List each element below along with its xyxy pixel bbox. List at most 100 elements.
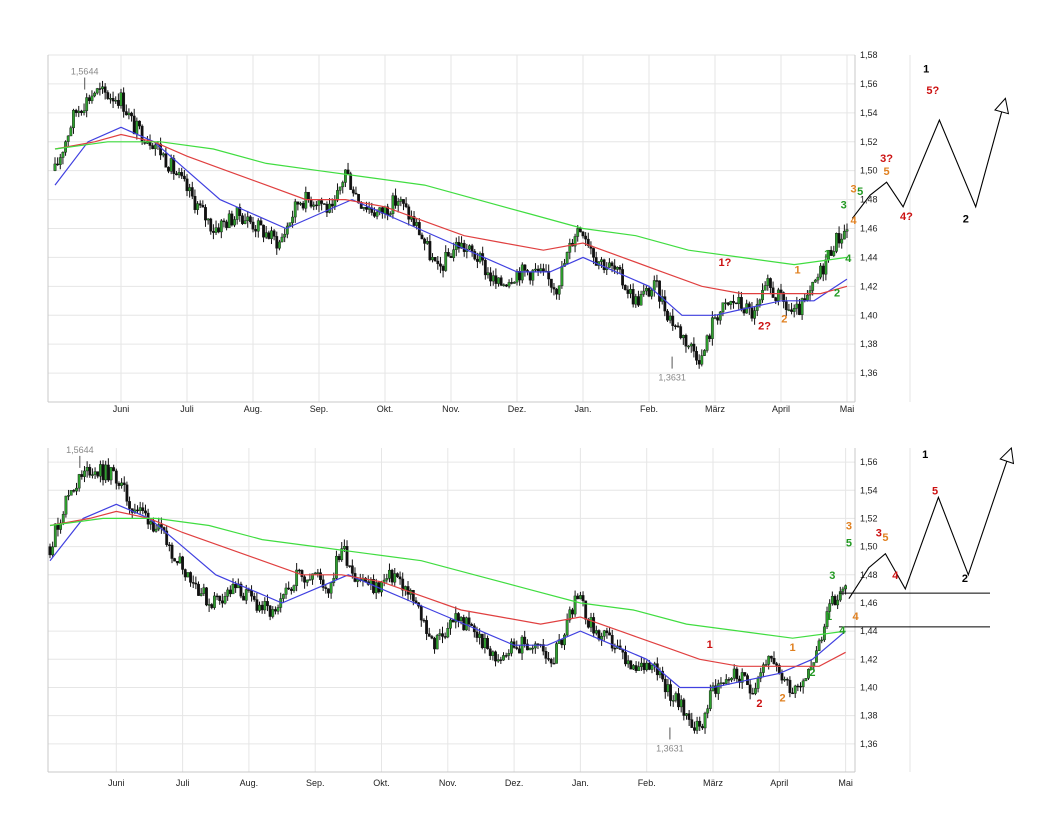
wave-label: 2 — [834, 287, 840, 299]
x-tick-label: April — [772, 404, 790, 414]
y-tick-label: 1,54 — [860, 485, 878, 495]
candle-body — [116, 100, 120, 106]
candle-body — [122, 482, 126, 486]
candle-body — [464, 617, 468, 631]
candle-body — [761, 664, 765, 673]
candle-body — [452, 249, 456, 258]
candle-body — [399, 199, 403, 202]
candle-body — [837, 233, 841, 244]
candle-body — [414, 600, 418, 603]
candle-body — [796, 685, 800, 688]
extreme-label: 1,5644 — [71, 67, 99, 77]
candle-body — [525, 643, 529, 651]
candle-body — [764, 664, 768, 666]
candle-body — [647, 288, 651, 297]
candle-body — [324, 587, 328, 589]
candle-body — [779, 289, 783, 293]
candle-body — [267, 232, 271, 239]
candle-body — [605, 630, 609, 633]
candle-body — [169, 158, 173, 172]
candle-body — [404, 203, 408, 208]
x-tick-label: Juni — [113, 404, 130, 414]
candle-body — [836, 599, 840, 606]
candle-body — [77, 110, 81, 113]
candle-body — [69, 127, 73, 137]
wave-label: 3 — [851, 183, 857, 195]
candle-body — [494, 651, 497, 662]
candle-body — [272, 230, 276, 237]
x-tick-label: Jan. — [572, 778, 589, 788]
x-tick-label: Juli — [180, 404, 194, 414]
candle-body — [226, 589, 230, 597]
candle-body — [234, 584, 238, 589]
candle-body — [394, 195, 397, 206]
candle-body — [292, 585, 296, 591]
candle-body — [219, 220, 223, 233]
candle-body — [776, 289, 780, 301]
candle-body — [833, 596, 837, 606]
series-line-ma-short — [54, 126, 848, 316]
candle-body — [713, 317, 717, 319]
candle-body — [288, 222, 292, 227]
candle-body — [478, 633, 482, 638]
candle-body — [396, 573, 399, 577]
candle-body — [197, 583, 200, 596]
candle-body — [182, 175, 186, 180]
wave-label: 1? — [718, 257, 731, 269]
candle-body — [103, 86, 107, 93]
candle-body — [263, 601, 267, 611]
y-tick-label: 1,44 — [860, 626, 878, 636]
candle-body — [64, 495, 68, 515]
candle-body — [411, 590, 415, 601]
candle-body — [128, 501, 131, 509]
candle-body — [85, 97, 89, 111]
wave-label: 2 — [780, 693, 786, 705]
candle-body — [188, 187, 192, 192]
candle-body — [365, 207, 368, 210]
candle-body — [231, 584, 235, 595]
lower-chart: 1,56 1,54 1,52 1,50 1,48 1,46 1,44 1,42 1,40 1,38… — [47, 445, 1015, 788]
candle-body — [642, 290, 646, 295]
candle-body — [301, 202, 305, 209]
wave-label: 1 — [923, 63, 929, 75]
candle-body — [462, 242, 466, 252]
candle-body — [721, 302, 725, 313]
candle-body — [531, 269, 535, 281]
candle-body — [573, 236, 577, 247]
series-line-ma-mid — [49, 510, 846, 667]
y-tick-label: 1,50 — [860, 166, 878, 176]
candle-body — [674, 693, 678, 701]
candle-body — [626, 289, 630, 294]
candle-body — [555, 288, 559, 295]
candle-body — [217, 227, 221, 233]
candle-body — [647, 662, 651, 670]
candle-body — [170, 544, 174, 559]
candle-body — [305, 579, 309, 583]
y-tick-label: 1,56 — [860, 79, 878, 89]
wave-label: 1 — [707, 639, 713, 651]
x-tick-label: Juni — [108, 778, 125, 788]
candle-body — [262, 224, 265, 238]
candle-body — [309, 199, 313, 207]
y-tick-label: 1,42 — [860, 281, 878, 291]
candle-body — [193, 195, 197, 210]
candle-body — [428, 241, 432, 261]
candle-body — [700, 726, 704, 729]
candle-body — [730, 677, 733, 681]
x-tick-label: Aug. — [244, 404, 263, 414]
candle-body — [425, 620, 428, 634]
candle-body — [790, 309, 793, 312]
candle-body — [542, 268, 545, 272]
candle-body — [586, 238, 590, 246]
candle-body — [631, 289, 635, 305]
candle-body — [141, 507, 145, 512]
candle-body — [724, 302, 727, 304]
series-line-ma-long — [54, 141, 848, 266]
candle-body — [313, 572, 317, 575]
candle-body — [610, 635, 614, 649]
candle-body — [101, 464, 105, 481]
projected-wave-path — [848, 447, 1012, 599]
candle-body — [223, 596, 227, 604]
candle-body — [393, 573, 397, 583]
x-tick-label: Mai — [838, 778, 853, 788]
